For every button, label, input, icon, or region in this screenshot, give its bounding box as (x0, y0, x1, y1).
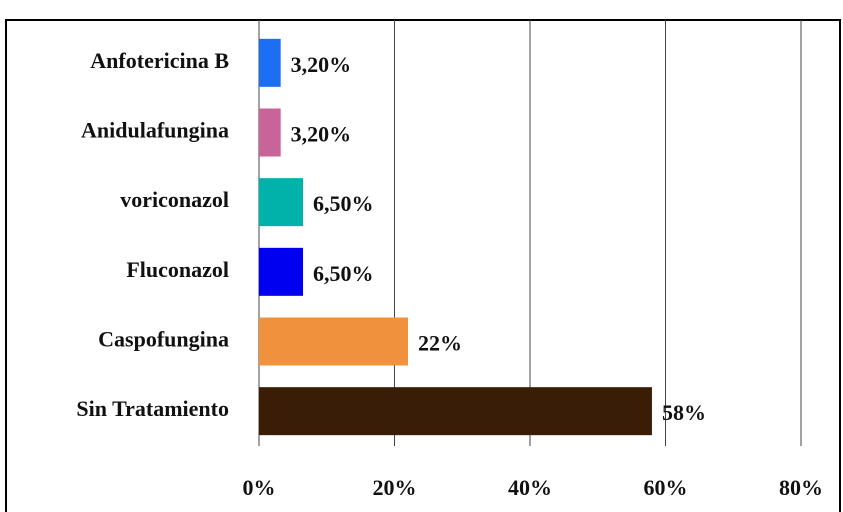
y-tick-label: Sin Tratamiento (76, 396, 229, 421)
value-label: 6,50% (313, 261, 374, 286)
y-tick-label: Anidulafungina (81, 118, 229, 143)
value-label: 22% (418, 331, 462, 356)
bar (259, 317, 409, 366)
bar (259, 178, 304, 227)
x-tick-label: 20% (373, 475, 417, 500)
x-tick-label: 40% (508, 475, 552, 500)
value-label: 6,50% (313, 191, 374, 216)
value-label: 3,20% (291, 52, 352, 77)
bar (259, 247, 304, 296)
value-label: 58% (662, 400, 706, 425)
y-tick-label: Anfotericina B (90, 48, 229, 73)
y-tick-label: Fluconazol (126, 257, 229, 282)
y-tick-label: voriconazol (120, 187, 229, 212)
bar (259, 108, 281, 157)
x-tick-label: 0% (243, 475, 276, 500)
frame (5, 19, 841, 512)
x-tick-label: 60% (644, 475, 688, 500)
value-label: 3,20% (291, 122, 352, 147)
bar (259, 387, 652, 436)
y-tick-label: Caspofungina (98, 327, 229, 352)
bar (259, 38, 281, 87)
x-tick-label: 80% (779, 475, 823, 500)
